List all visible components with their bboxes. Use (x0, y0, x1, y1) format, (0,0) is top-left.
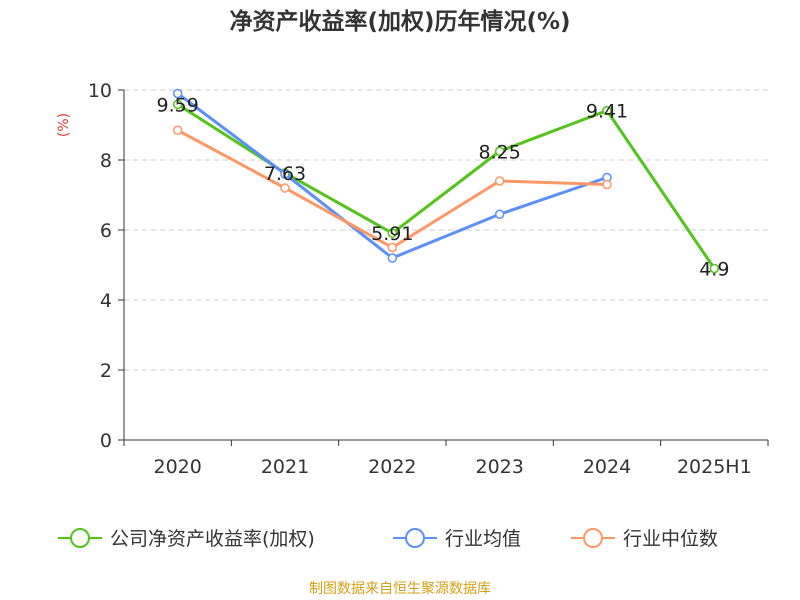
data-point (280, 183, 290, 193)
data-label: 9.59 (157, 94, 199, 116)
data-label: 7.63 (264, 163, 306, 185)
y-tick-label: 8 (100, 150, 112, 172)
data-point (494, 176, 505, 186)
data-label: 5.91 (371, 223, 413, 245)
x-tick-label: 2021 (261, 456, 309, 478)
y-tick-label: 4 (100, 290, 112, 312)
y-tick-label: 2 (100, 360, 112, 382)
legend-item-0: 公司净资产收益率(加权) (58, 528, 315, 550)
x-tick-label: 2023 (475, 456, 523, 478)
data-point (172, 88, 183, 99)
data-point (494, 146, 505, 156)
data-point (387, 242, 398, 253)
data-point (172, 99, 183, 110)
data-point (602, 179, 612, 190)
legend-swatch-marker (583, 528, 603, 548)
x-tick-label: 2020 (153, 456, 201, 478)
legend-label: 行业均值 (445, 528, 521, 550)
data-point (172, 125, 183, 135)
data-point (494, 209, 505, 219)
data-label: 8.25 (479, 141, 521, 163)
data-label: 9.41 (586, 101, 628, 123)
x-tick-label: 2024 (583, 456, 631, 478)
legend-swatch-marker (405, 528, 425, 548)
series-line-0 (176, 103, 716, 270)
legend-label: 公司净资产收益率(加权) (110, 528, 315, 550)
y-tick-label: 6 (100, 220, 112, 242)
y-axis-label: (%) (56, 113, 72, 137)
data-point (602, 105, 612, 116)
legend-item-2: 行业中位数 (571, 528, 718, 550)
data-point (387, 228, 398, 238)
y-tick-label: 10 (88, 80, 112, 102)
data-point (387, 253, 398, 263)
x-tick-label: 2022 (368, 456, 416, 478)
legend-label: 行业中位数 (623, 528, 718, 550)
chart-title: 净资产收益率(加权)历年情况(%) (229, 9, 571, 35)
data-label: 4.9 (699, 259, 729, 281)
legend-swatch-marker (70, 528, 90, 548)
x-tick-label: 2025H1 (677, 456, 752, 478)
legend-item-1: 行业均值 (393, 528, 521, 550)
data-point (280, 169, 290, 179)
y-tick-label: 0 (100, 430, 112, 452)
data-source-note: 制图数据来自恒生聚源数据库 (309, 581, 491, 597)
data-point (709, 263, 720, 274)
